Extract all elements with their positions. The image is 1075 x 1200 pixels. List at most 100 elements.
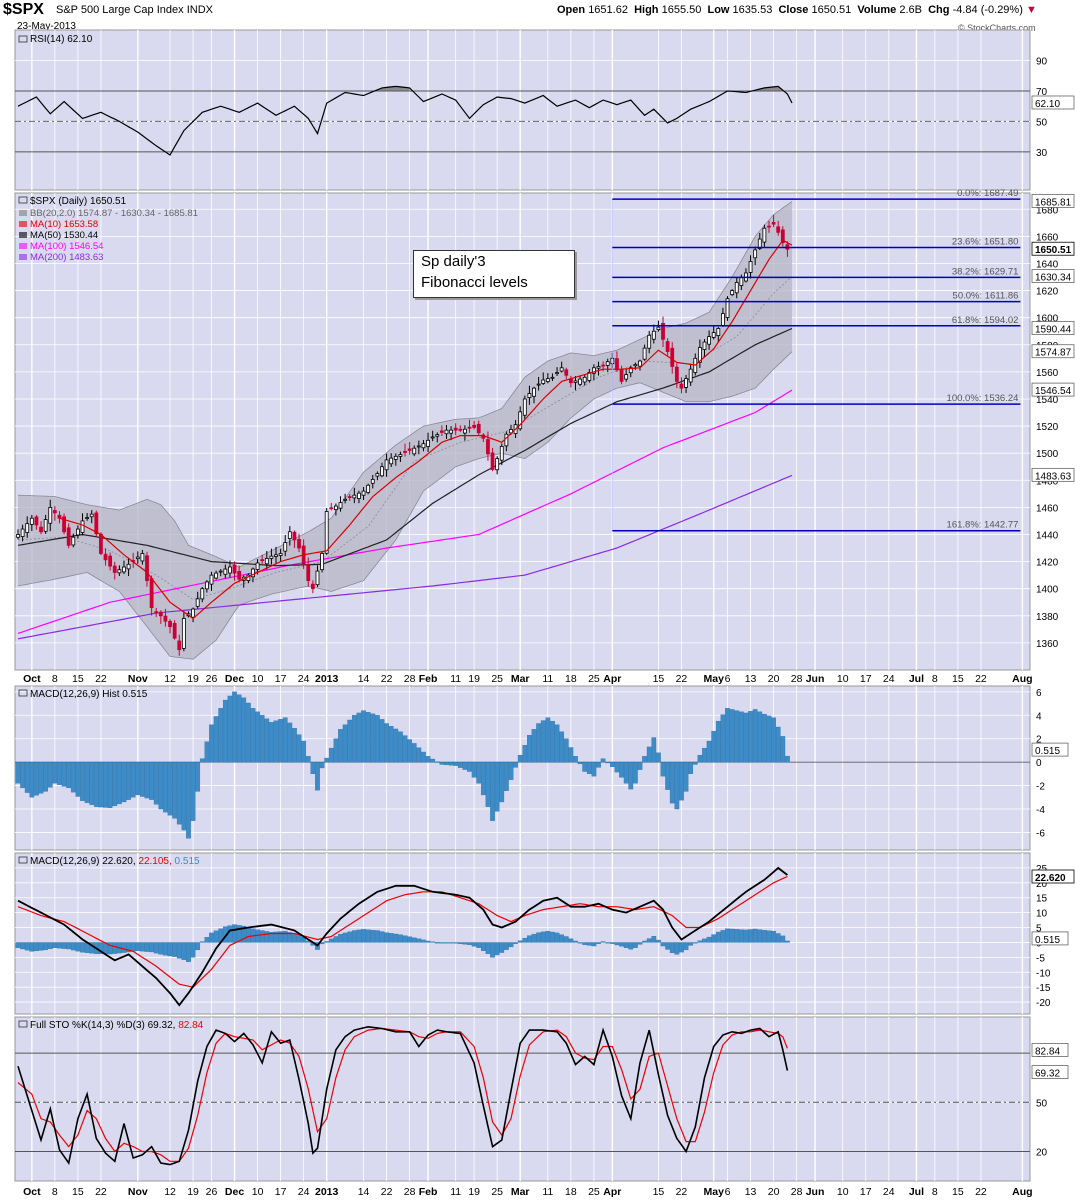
candle-body bbox=[366, 484, 371, 493]
y-tick-label: 1560 bbox=[1036, 368, 1059, 379]
x-tick-label: Apr bbox=[603, 673, 621, 685]
candle bbox=[472, 421, 477, 430]
y-tick-label: 70 bbox=[1036, 87, 1048, 98]
chart-date: 23-May-2013 bbox=[17, 21, 76, 32]
ma100-line bbox=[17, 389, 793, 634]
candle-body bbox=[297, 539, 301, 549]
y-tick-label: 30 bbox=[1036, 148, 1048, 159]
x-tick-label: 11 bbox=[450, 673, 461, 685]
annotation-box: Sp daily'3 Fibonacci levels bbox=[413, 250, 575, 298]
hist-bar bbox=[757, 711, 763, 763]
hist-bar bbox=[301, 740, 307, 763]
ma50-line bbox=[17, 327, 793, 567]
candle-body bbox=[112, 565, 117, 573]
hist-bar bbox=[674, 761, 680, 810]
macd-mini-hist-bar bbox=[674, 942, 680, 955]
candle bbox=[209, 571, 214, 591]
candle-body bbox=[384, 459, 389, 471]
macd-mini-hist-bar bbox=[527, 935, 532, 943]
macd-mini-hist-bar bbox=[282, 930, 288, 943]
macd-mini-hist-bar bbox=[476, 942, 482, 948]
price-legend-entry: MA(100) 1546.54 bbox=[30, 241, 103, 252]
x-tick-label: Feb bbox=[419, 673, 438, 685]
macd-mini-hist-bar bbox=[213, 930, 219, 943]
rsi-title: RSI(14) 62.10 bbox=[30, 34, 93, 45]
candle bbox=[135, 551, 140, 564]
candle-body bbox=[559, 367, 564, 372]
hist-bar bbox=[504, 761, 509, 791]
y-tick-label: 1460 bbox=[1036, 503, 1059, 514]
candle bbox=[117, 565, 122, 576]
candle-body bbox=[287, 531, 292, 540]
candle bbox=[264, 550, 269, 570]
hist-bar bbox=[600, 758, 606, 763]
candle-body bbox=[739, 277, 744, 286]
macd-mini-hist-bar bbox=[190, 942, 196, 958]
hist-bar bbox=[89, 761, 95, 805]
macd-mini-hist-bar bbox=[227, 925, 233, 943]
hist-bar bbox=[550, 720, 555, 763]
candle bbox=[753, 246, 758, 266]
candle-body bbox=[463, 428, 467, 434]
macd-mini-hist-bar bbox=[563, 936, 569, 943]
hist-bar bbox=[660, 761, 666, 777]
hist-bar bbox=[140, 761, 145, 797]
y-tick-label: 5 bbox=[1036, 924, 1042, 935]
candle bbox=[16, 529, 20, 540]
candle bbox=[435, 432, 440, 443]
hist-bar bbox=[222, 699, 228, 763]
hist-bar bbox=[47, 761, 53, 788]
x-tick-label: 24 bbox=[883, 1186, 895, 1198]
macd-mini-hist-bar bbox=[577, 942, 583, 944]
hist-bar bbox=[273, 720, 279, 763]
x-tick-label: Dec bbox=[225, 673, 244, 685]
x-tick-label: 19 bbox=[468, 1186, 480, 1198]
macd-mini-hist-bar bbox=[29, 942, 35, 952]
x-tick-label: May bbox=[703, 673, 724, 685]
hist-bar bbox=[315, 761, 320, 791]
candle bbox=[430, 430, 435, 442]
hist-bar bbox=[508, 761, 514, 780]
hist-bar bbox=[586, 761, 592, 775]
macd-mini-hist-bar bbox=[20, 942, 25, 950]
macd-mini-hist-bar bbox=[24, 942, 30, 951]
candle-body bbox=[62, 516, 66, 533]
hist-bar bbox=[218, 708, 224, 763]
hist-bar bbox=[711, 730, 717, 763]
x-tick-label: 8 bbox=[52, 673, 58, 685]
hist-bar bbox=[255, 711, 260, 763]
candle-body bbox=[352, 494, 357, 499]
hist-bar bbox=[453, 761, 459, 766]
y-tick-label: -6 bbox=[1036, 828, 1045, 839]
macd-mini-hist-bar bbox=[158, 942, 164, 955]
x-tick-label: 8 bbox=[52, 1186, 58, 1198]
hist-bar bbox=[38, 761, 44, 794]
x-tick-label: Jun bbox=[806, 1186, 825, 1198]
candle-body bbox=[163, 615, 168, 622]
macd-mini-hist-bar bbox=[540, 931, 546, 943]
x-tick-label: 14 bbox=[358, 1186, 370, 1198]
macd-mini-hist-bar bbox=[232, 924, 237, 943]
candle bbox=[527, 385, 532, 405]
macd-mini-hist-bar bbox=[467, 942, 472, 945]
hist-last-value-box bbox=[1031, 742, 1069, 757]
candle bbox=[661, 316, 665, 348]
candle-body bbox=[555, 372, 559, 375]
candle-body bbox=[20, 528, 25, 537]
macd-mini-hist-bar bbox=[605, 942, 611, 944]
macd-mini-hist-bar bbox=[444, 942, 449, 944]
hist-bar bbox=[305, 756, 311, 763]
candle bbox=[232, 561, 237, 581]
candle bbox=[204, 580, 209, 593]
hist-bar bbox=[536, 723, 541, 763]
hist-bar bbox=[75, 761, 81, 797]
candle-body bbox=[85, 517, 90, 519]
rsi-last-value: 62.10 bbox=[1035, 99, 1060, 110]
macd-mini-hist-bar bbox=[140, 942, 145, 952]
candle bbox=[545, 373, 550, 384]
hist-bar bbox=[361, 710, 366, 763]
fib-level-label: 0.0%: 1687.49 bbox=[957, 188, 1018, 199]
candle-body bbox=[453, 427, 458, 431]
macd-mini-hist-bar bbox=[480, 942, 486, 951]
macd-mini-hist-bar bbox=[573, 940, 578, 943]
